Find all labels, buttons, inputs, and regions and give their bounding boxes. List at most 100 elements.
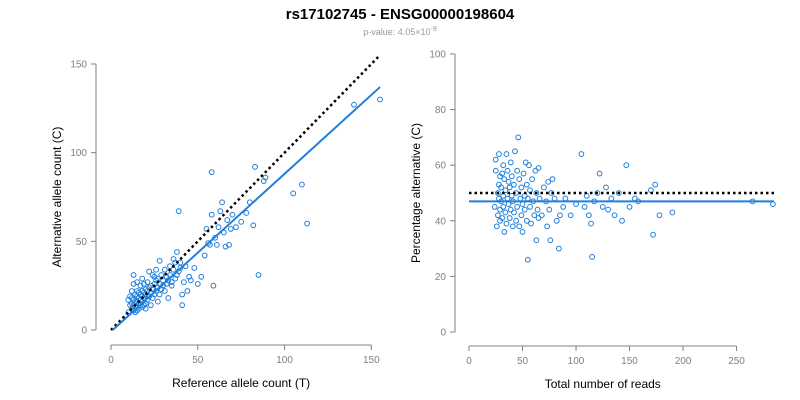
data-point — [158, 272, 165, 278]
data-point — [243, 210, 250, 216]
y-tick-label: 150 — [70, 60, 87, 71]
data-point — [210, 282, 217, 289]
data-point — [161, 288, 168, 294]
data-point — [626, 204, 633, 210]
data-point — [493, 223, 500, 230]
data-point — [500, 162, 507, 169]
data-point — [507, 206, 514, 213]
data-point — [535, 165, 542, 171]
data-point — [529, 176, 536, 183]
data-point — [501, 229, 508, 235]
x-axis-label: Total number of reads — [545, 377, 661, 391]
data-point — [161, 266, 168, 273]
data-point — [594, 190, 601, 196]
data-point — [168, 279, 175, 286]
p-value-exponent: -9 — [430, 26, 437, 33]
data-point — [522, 159, 529, 166]
data-point — [503, 151, 510, 157]
data-point — [516, 176, 523, 183]
data-point — [208, 169, 215, 176]
data-point — [623, 162, 630, 169]
data-point — [177, 259, 184, 266]
data-point — [599, 204, 606, 210]
x-tick-label: 100 — [568, 356, 585, 367]
data-point — [650, 231, 656, 238]
data-point — [377, 96, 383, 103]
reference-line — [110, 54, 381, 331]
data-point — [508, 192, 515, 199]
data-point — [497, 206, 503, 213]
data-point — [175, 208, 182, 215]
data-point — [128, 295, 135, 301]
data-point — [187, 277, 194, 284]
data-point — [224, 217, 231, 223]
data-point — [130, 272, 137, 278]
data-point — [213, 241, 220, 248]
data-point — [509, 223, 516, 230]
data-point — [528, 220, 534, 227]
data-point — [518, 212, 525, 219]
data-point — [503, 220, 510, 227]
data-point — [585, 212, 592, 219]
data-point — [511, 181, 517, 188]
data-point — [524, 256, 531, 263]
data-point — [519, 229, 526, 235]
data-point — [588, 220, 594, 227]
data-point — [499, 215, 506, 221]
data-point — [656, 212, 663, 219]
data-point — [557, 212, 563, 219]
y-tick-label: 40 — [435, 216, 447, 227]
data-point — [506, 184, 513, 191]
p-value-subtitle: p-value: 4.05×10-9 — [0, 26, 800, 37]
y-tick-label: 100 — [429, 50, 446, 61]
data-point — [148, 302, 154, 309]
data-point — [506, 215, 513, 221]
data-point — [227, 226, 234, 232]
data-point — [589, 254, 595, 260]
data-point — [631, 195, 638, 202]
data-point — [219, 199, 225, 206]
data-point — [533, 190, 540, 196]
data-point — [505, 178, 512, 185]
data-point — [492, 156, 499, 163]
data-point — [551, 195, 558, 202]
y-tick-label: 80 — [435, 105, 447, 116]
data-point — [142, 305, 149, 312]
data-point — [205, 240, 212, 247]
data-point — [567, 212, 574, 219]
data-point — [652, 181, 659, 188]
x-tick-label: 0 — [108, 355, 114, 366]
data-point — [492, 167, 499, 174]
x-tick-label: 50 — [517, 356, 529, 367]
data-point — [146, 268, 153, 275]
x-tick-label: 50 — [192, 355, 204, 366]
data-point — [524, 195, 531, 202]
data-point — [514, 204, 521, 210]
data-point — [153, 277, 160, 284]
scatter-panel-ref-vs-alt: 0 50 100 150 0 50 100 150 Reference allele count… — [50, 54, 383, 390]
data-point — [290, 190, 297, 197]
data-point — [669, 209, 676, 216]
data-point — [532, 167, 539, 174]
data-point — [534, 206, 541, 213]
data-point — [504, 167, 511, 174]
data-point — [156, 291, 163, 298]
data-point — [191, 265, 198, 271]
data-point — [201, 252, 208, 259]
data-point — [508, 173, 515, 180]
y-tick-label: 0 — [81, 326, 87, 337]
y-tick-label: 100 — [70, 148, 87, 159]
data-point — [203, 226, 210, 232]
data-point — [523, 217, 530, 224]
x-tick-label: 250 — [728, 356, 745, 367]
data-point — [515, 134, 522, 141]
data-point — [544, 223, 551, 230]
data-point — [502, 187, 509, 194]
chart-title: rs17102745 - ENSG00000198604 — [285, 6, 515, 23]
data-point — [605, 206, 612, 213]
data-point — [208, 211, 215, 218]
data-point — [255, 272, 262, 278]
data-point — [562, 195, 569, 202]
data-point — [547, 237, 554, 244]
